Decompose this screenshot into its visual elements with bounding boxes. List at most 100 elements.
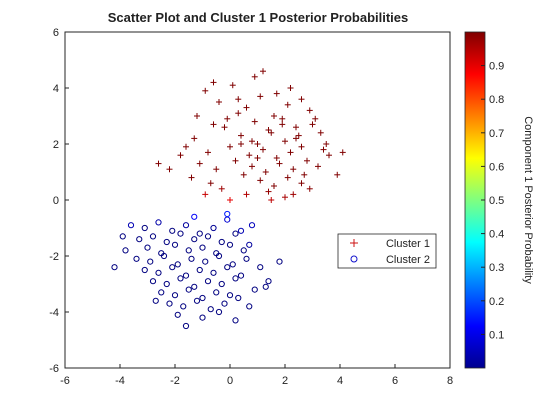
point-cluster-2 bbox=[177, 230, 184, 237]
point-cluster-1 bbox=[304, 157, 310, 164]
point-cluster-2 bbox=[160, 252, 168, 260]
point-cluster-2 bbox=[147, 258, 154, 265]
point-cluster-2 bbox=[111, 264, 118, 271]
point-cluster-1 bbox=[309, 121, 316, 128]
point-cluster-2 bbox=[210, 269, 217, 276]
point-cluster-1 bbox=[249, 138, 255, 145]
point-cluster-1 bbox=[279, 115, 286, 122]
point-cluster-2 bbox=[144, 244, 151, 251]
point-cluster-2 bbox=[224, 264, 231, 271]
point-cluster-1 bbox=[218, 185, 225, 192]
point-cluster-2 bbox=[163, 280, 170, 288]
point-cluster-1 bbox=[271, 113, 277, 119]
point-cluster-2 bbox=[191, 213, 198, 220]
point-cluster-2 bbox=[204, 278, 212, 285]
point-cluster-2 bbox=[237, 227, 245, 234]
point-cluster-2 bbox=[155, 219, 162, 226]
point-cluster-1 bbox=[284, 174, 291, 181]
point-cluster-2 bbox=[235, 294, 242, 302]
point-cluster-1 bbox=[268, 197, 275, 203]
point-cluster-1 bbox=[315, 163, 321, 170]
point-cluster-1 bbox=[232, 157, 239, 164]
point-cluster-2 bbox=[185, 286, 192, 293]
x-tick-label: 6 bbox=[392, 375, 398, 387]
point-cluster-1 bbox=[202, 191, 209, 198]
point-cluster-1 bbox=[295, 132, 302, 139]
point-cluster-2 bbox=[213, 289, 220, 296]
point-cluster-2 bbox=[265, 278, 272, 285]
colorbar-tick-label: 0.1 bbox=[489, 329, 504, 341]
point-cluster-1 bbox=[257, 177, 264, 184]
point-cluster-1 bbox=[229, 82, 236, 89]
point-cluster-1 bbox=[243, 191, 250, 198]
point-cluster-2 bbox=[215, 252, 223, 260]
point-cluster-1 bbox=[249, 163, 255, 170]
y-tick-label: -2 bbox=[49, 251, 59, 263]
point-cluster-1 bbox=[207, 180, 214, 187]
legend-label-cluster-1: Cluster 1 bbox=[386, 238, 430, 250]
point-cluster-2 bbox=[248, 222, 256, 229]
point-cluster-1 bbox=[293, 124, 299, 131]
point-cluster-2 bbox=[207, 306, 214, 313]
point-cluster-2 bbox=[246, 303, 253, 310]
colorbar: 0.1 0.2 0.3 0.4 0.5 0.6 0.7 0.8 0.9 Component 1 … bbox=[464, 31, 534, 369]
point-cluster-2 bbox=[215, 308, 223, 316]
point-cluster-1 bbox=[177, 152, 184, 159]
point-cluster-2 bbox=[257, 264, 264, 271]
colorbar-ticks: 0.1 0.2 0.3 0.4 0.5 0.6 0.7 0.8 0.9 bbox=[481, 61, 504, 341]
point-cluster-1 bbox=[213, 166, 220, 173]
point-cluster-1 bbox=[235, 110, 242, 117]
point-cluster-1 bbox=[251, 73, 258, 80]
y-tick-label: 2 bbox=[53, 139, 59, 151]
point-cluster-2 bbox=[232, 275, 239, 282]
point-cluster-1 bbox=[262, 169, 269, 175]
point-cluster-2 bbox=[163, 238, 170, 246]
colorbar-tick-label: 0.4 bbox=[489, 229, 504, 241]
point-cluster-2 bbox=[202, 258, 209, 265]
point-cluster-2 bbox=[196, 266, 203, 274]
point-cluster-1 bbox=[260, 68, 266, 75]
point-cluster-1 bbox=[183, 143, 189, 150]
point-cluster-2 bbox=[204, 233, 212, 240]
point-cluster-2 bbox=[149, 233, 157, 240]
x-tick-label: 0 bbox=[227, 375, 233, 387]
point-cluster-1 bbox=[312, 115, 319, 122]
point-cluster-1 bbox=[273, 155, 280, 161]
point-cluster-1 bbox=[306, 185, 313, 192]
point-cluster-2 bbox=[127, 222, 135, 229]
point-cluster-1 bbox=[317, 129, 324, 136]
point-cluster-2 bbox=[182, 272, 190, 279]
point-cluster-1 bbox=[320, 146, 327, 153]
point-cluster-1 bbox=[166, 166, 173, 173]
point-cluster-2 bbox=[182, 222, 190, 229]
point-cluster-2 bbox=[196, 230, 203, 237]
point-cluster-2 bbox=[191, 283, 198, 290]
point-cluster-1 bbox=[293, 135, 299, 142]
point-cluster-2 bbox=[199, 244, 206, 251]
colorbar-label: Component 1 Posterior Probability bbox=[522, 116, 534, 284]
point-cluster-2 bbox=[136, 236, 143, 243]
point-cluster-2 bbox=[199, 294, 206, 302]
point-cluster-1 bbox=[235, 96, 242, 103]
point-cluster-2 bbox=[185, 247, 192, 254]
legend-marker-cluster-1 bbox=[350, 239, 358, 247]
point-cluster-1 bbox=[279, 121, 286, 128]
point-cluster-1 bbox=[306, 107, 313, 114]
point-cluster-1 bbox=[224, 115, 231, 122]
point-cluster-1 bbox=[265, 127, 272, 133]
point-cluster-1 bbox=[251, 118, 258, 125]
point-cluster-2 bbox=[191, 236, 198, 243]
legend-marker-cluster-2 bbox=[350, 255, 358, 263]
point-cluster-2 bbox=[171, 241, 179, 248]
colorbar-tick-label: 0.8 bbox=[489, 94, 504, 106]
data-points bbox=[111, 68, 346, 330]
colorbar-tick-label: 0.2 bbox=[489, 296, 504, 308]
point-cluster-2 bbox=[229, 261, 236, 268]
y-tick-label: -6 bbox=[49, 363, 59, 375]
point-cluster-1 bbox=[298, 143, 305, 150]
colorbar-tick-label: 0.9 bbox=[489, 61, 504, 73]
point-cluster-1 bbox=[326, 152, 332, 159]
point-cluster-2 bbox=[122, 247, 129, 254]
point-cluster-2 bbox=[166, 300, 173, 307]
colorbar-tick-label: 0.5 bbox=[489, 195, 504, 207]
